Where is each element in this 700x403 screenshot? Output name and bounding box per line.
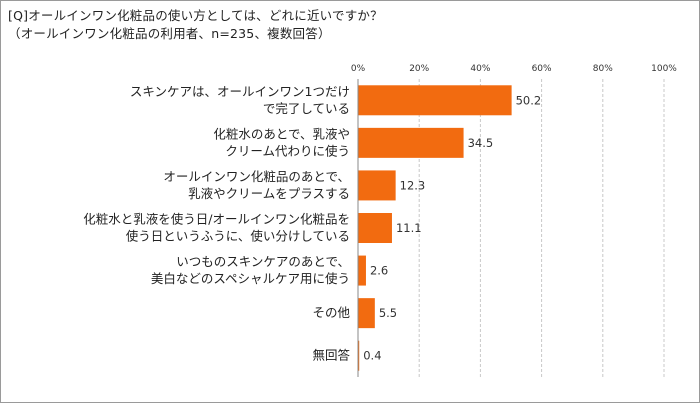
bar — [358, 127, 464, 158]
category-label: その他 — [312, 305, 350, 320]
category-label: スキンケアは、オールインワン1つだけ — [130, 84, 350, 99]
data-label: 50.2 — [516, 93, 542, 107]
category-label: 美白などのスペシャルケア用に使う — [151, 271, 350, 286]
data-label: 12.3 — [400, 178, 426, 192]
x-tick-label: 0% — [351, 64, 366, 74]
category-label: で完了している — [263, 101, 350, 116]
chart-title: [Q]オールインワン化粧品の使い方としては、どれに近いですか？ — [8, 8, 383, 23]
bar — [358, 340, 360, 371]
chart-subtitle: （オールインワン化粧品の利用者、n=235、複数回答） — [8, 26, 331, 41]
bar — [358, 85, 512, 116]
x-tick-label: 80% — [593, 64, 613, 74]
category-label: 無回答 — [312, 348, 350, 363]
x-tick-label: 60% — [532, 64, 552, 74]
data-label: 5.5 — [379, 306, 397, 320]
category-label: クリーム代わりに使う — [225, 143, 350, 158]
data-label: 0.4 — [363, 349, 381, 363]
category-label: 乳液やクリームをプラスする — [188, 186, 350, 201]
bar — [358, 170, 396, 201]
x-tick-label: 40% — [470, 64, 490, 74]
category-label: 化粧水と乳液を使う日/オールインワン化粧品を — [83, 212, 350, 227]
category-label: 化粧水のあとで、乳液や — [213, 126, 350, 141]
x-tick-label: 20% — [409, 64, 429, 74]
chart-title-block: [Q]オールインワン化粧品の使い方としては、どれに近いですか？ （オールインワン… — [8, 7, 383, 43]
category-label: 使う日というふうに、使い分けしている — [126, 229, 350, 244]
category-label: いつものスキンケアのあとで、 — [176, 254, 350, 269]
data-label: 11.1 — [396, 221, 422, 235]
data-label: 2.6 — [370, 264, 388, 278]
bar — [358, 255, 366, 286]
bar — [358, 213, 392, 243]
x-tick-label: 100% — [651, 64, 677, 74]
category-label: オールインワン化粧品のあとで、 — [163, 169, 350, 184]
data-label: 34.5 — [468, 136, 494, 150]
bar — [358, 298, 375, 329]
